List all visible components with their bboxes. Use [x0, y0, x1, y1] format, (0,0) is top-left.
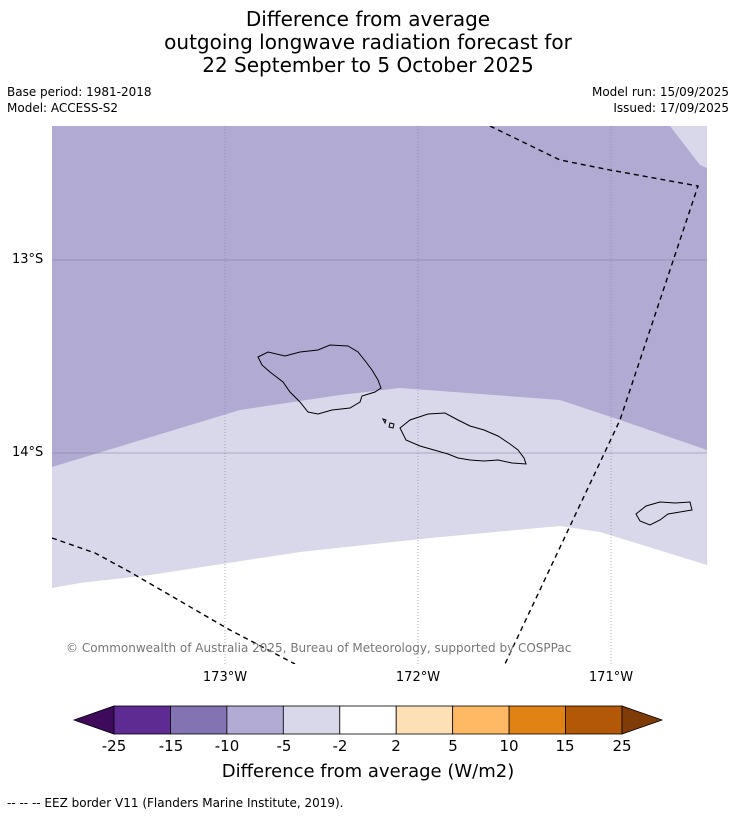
island-manono [382, 418, 387, 425]
title-line-2: outgoing longwave radiation forecast for [164, 30, 572, 54]
meta-left: Base period: 1981-2018 Model: ACCESS-S2 [7, 84, 152, 116]
title-line-1: Difference from average [245, 7, 491, 31]
island-apolima [388, 422, 395, 429]
colorbar-tick: -5 [276, 737, 292, 755]
meta-right: Model run: 15/09/2025 Issued: 17/09/2025 [592, 84, 729, 116]
colorbar-extend-high [621, 705, 664, 735]
copyright-note: © Commonwealth of Australia 2025, Bureau… [66, 641, 572, 655]
colorbar [72, 705, 664, 735]
island-savaii [257, 344, 382, 415]
colorbar-tick: -25 [101, 737, 127, 755]
colorbar-segment [282, 705, 341, 735]
colorbar-tick: -10 [214, 737, 240, 755]
colorbar-segment [113, 705, 171, 735]
colorbar-segment [226, 705, 284, 735]
lat-label-14s: 14°S [12, 445, 44, 460]
colorbar-segment [508, 705, 566, 735]
colorbar-tick: 25 [612, 737, 632, 755]
colorbar-tick: 10 [499, 737, 519, 755]
island-outlines [257, 344, 693, 526]
map-title: Difference from average outgoing longwav… [0, 8, 736, 77]
colorbar-tick: 5 [448, 737, 458, 755]
colorbar-segment [565, 705, 623, 735]
model-name: Model: ACCESS-S2 [7, 101, 119, 115]
colorbar-segment [452, 705, 510, 735]
eez-border-lines [52, 126, 699, 664]
model-run: Model run: 15/09/2025 [591, 85, 729, 99]
colorbar-segment [339, 705, 397, 735]
colorbar-segment [170, 705, 228, 735]
lon-label-171w: 171°W [588, 670, 634, 685]
colorbar-label: Difference from average (W/m2) [221, 761, 515, 782]
colorbar-segment [395, 705, 454, 735]
lon-label-172w: 172°W [395, 670, 441, 685]
issued-date: Issued: 17/09/2025 [613, 101, 729, 115]
colorbar-tick: 15 [555, 737, 575, 755]
base-period: Base period: 1981-2018 [7, 85, 152, 99]
colorbar-extend-low [72, 705, 115, 735]
eez-footnote: -- -- -- EEZ border V11 (Flanders Marine… [7, 796, 344, 810]
island-upolu [399, 412, 527, 465]
lat-label-13s: 13°S [12, 252, 44, 267]
map-area [52, 126, 707, 664]
colorbar-tick: -15 [158, 737, 184, 755]
title-line-3: 22 September to 5 October 2025 [202, 53, 534, 77]
colorbar-tick: 2 [391, 737, 401, 755]
band-medium-purple [52, 126, 707, 467]
lon-label-173w: 173°W [202, 670, 248, 685]
grid-lines [52, 126, 707, 664]
island-tutuila [635, 501, 693, 526]
colorbar-tick: -2 [332, 737, 348, 755]
